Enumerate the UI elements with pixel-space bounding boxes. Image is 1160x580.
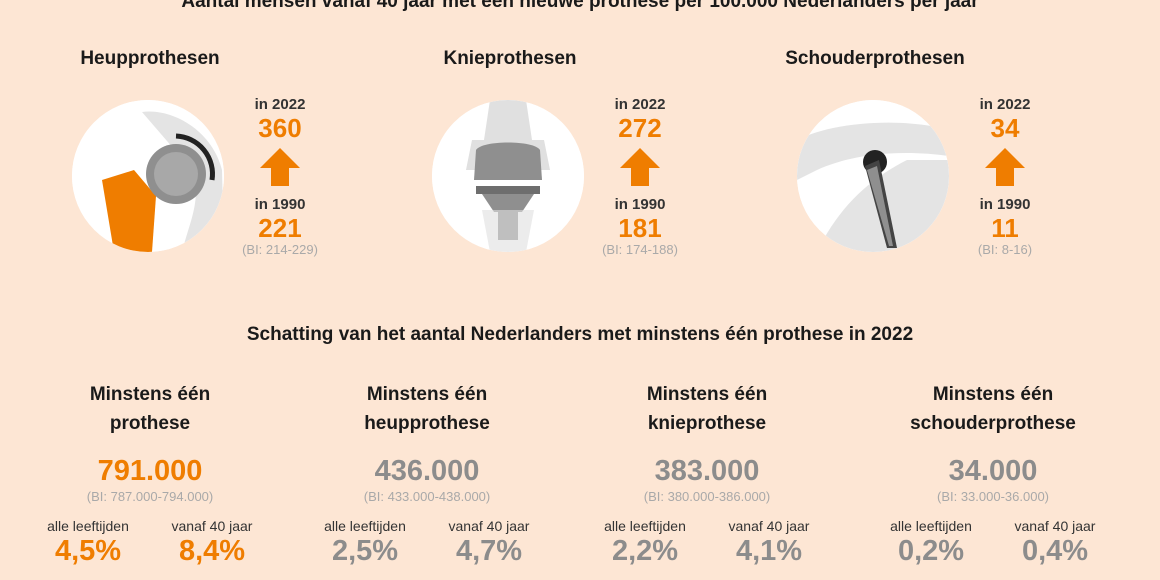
estimate-heading: Minstens één heupprothese — [307, 380, 547, 438]
pct-label: alle leeftijden — [604, 518, 686, 534]
estimate-knee: Minstens één knieprothese 383.000 (BI: 3… — [587, 380, 827, 577]
estimate-ci: (BI: 380.000-386.000) — [643, 489, 771, 504]
heading-line1: Minstens één — [89, 384, 211, 405]
year-old: in 1990 — [254, 196, 306, 213]
pct-value: 4,5% — [54, 535, 122, 567]
estimate-value: 436.000 — [374, 455, 480, 487]
estimate-heading: Minstens één schouderprothese — [873, 380, 1113, 438]
pct-label: vanaf 40 jaar — [171, 518, 253, 534]
pct-all-ages: alle leeftijden 0,2% — [871, 517, 991, 567]
pct-value: 2,5% — [331, 535, 399, 567]
pct-label: alle leeftijden — [324, 518, 406, 534]
pct-value: 0,2% — [897, 535, 965, 567]
value-old: 181 — [618, 213, 662, 243]
heading-line2: knieprothese — [647, 413, 767, 434]
heading-line1: Minstens één — [646, 384, 768, 405]
estimate-ci: (BI: 33.000-36.000) — [936, 489, 1050, 504]
estimate-any: Minstens één prothese 791.000 (BI: 787.0… — [30, 380, 270, 577]
pct-label: alle leeftijden — [890, 518, 972, 534]
pct-from-40: vanaf 40 jaar 0,4% — [995, 517, 1115, 567]
pct-all-ages: alle leeftijden 4,5% — [28, 517, 148, 567]
pct-label: vanaf 40 jaar — [1014, 518, 1096, 534]
confidence-interval: (BI: 214-229) — [242, 242, 318, 257]
year-old: in 1990 — [979, 196, 1031, 213]
hip-stats: in 2022 360 in 1990 221 (BI: 214-229) — [220, 96, 340, 258]
year-old: in 1990 — [614, 196, 666, 213]
pct-value: 4,1% — [735, 535, 803, 567]
pct-label: vanaf 40 jaar — [728, 518, 810, 534]
panel-title: Schouderprothesen — [785, 48, 965, 69]
hip-prosthesis-icon — [72, 100, 224, 252]
shoulder-stats: in 2022 34 in 1990 11 (BI: 8-16) — [945, 96, 1065, 258]
arrow-up-icon — [620, 148, 660, 186]
pct-value: 2,2% — [611, 535, 679, 567]
panel-title: Heupprothesen — [80, 48, 220, 69]
pct-from-40: vanaf 40 jaar 4,7% — [429, 517, 549, 567]
arrow-up-icon — [260, 148, 300, 186]
heading-line2: heupprothese — [364, 413, 490, 434]
estimate-ci: (BI: 433.000-438.000) — [363, 489, 491, 504]
year-recent: in 2022 — [254, 96, 306, 113]
heading-line1: Minstens één — [932, 384, 1054, 405]
value-old: 11 — [991, 213, 1019, 243]
estimate-ci: (BI: 787.000-794.000) — [86, 489, 214, 504]
estimate-shoulder: Minstens één schouderprothese 34.000 (BI… — [873, 380, 1113, 577]
panel-shoulder: Schouderprothesen in 2022 34 in 1990 11 … — [745, 44, 1125, 274]
estimate-value: 791.000 — [97, 455, 203, 487]
pct-value: 0,4% — [1021, 535, 1089, 567]
pct-all-ages: alle leeftijden 2,5% — [305, 517, 425, 567]
estimate-value: 34.000 — [948, 455, 1038, 487]
estimate-hip: Minstens één heupprothese 436.000 (BI: 4… — [307, 380, 547, 577]
pct-from-40: vanaf 40 jaar 4,1% — [709, 517, 829, 567]
pct-all-ages: alle leeftijden 2,2% — [585, 517, 705, 567]
heading-line2: prothese — [109, 413, 191, 434]
estimate-heading: Minstens één knieprothese — [587, 380, 827, 438]
estimate-value: 383.000 — [654, 455, 760, 487]
value-recent: 360 — [258, 113, 302, 143]
arrow-up-icon — [985, 148, 1025, 186]
pct-from-40: vanaf 40 jaar 8,4% — [152, 517, 272, 567]
pct-label: alle leeftijden — [47, 518, 129, 534]
value-old: 221 — [258, 213, 302, 243]
shoulder-prosthesis-icon — [797, 100, 949, 252]
panel-title: Knieprothesen — [443, 48, 577, 69]
value-recent: 34 — [990, 113, 1020, 143]
estimate-heading: Minstens één prothese — [30, 380, 270, 438]
confidence-interval: (BI: 174-188) — [602, 242, 678, 257]
year-recent: in 2022 — [979, 96, 1031, 113]
knee-stats: in 2022 272 in 1990 181 (BI: 174-188) — [580, 96, 700, 258]
value-recent: 272 — [618, 113, 662, 143]
pct-label: vanaf 40 jaar — [448, 518, 530, 534]
heading-line1: Minstens één — [366, 384, 488, 405]
page-title: Aantal mensen vanaf 40 jaar met een nieu… — [181, 0, 979, 12]
pct-value: 8,4% — [178, 535, 246, 567]
confidence-interval: (BI: 8-16) — [977, 242, 1033, 257]
heading-line2: schouderprothese — [910, 413, 1076, 434]
panel-knee: Knieprothesen in 2022 272 in 1990 181 (B… — [380, 44, 760, 274]
pct-value: 4,7% — [455, 535, 523, 567]
estimate-title: Schatting van het aantal Nederlanders me… — [246, 324, 914, 345]
year-recent: in 2022 — [614, 96, 666, 113]
knee-prosthesis-icon — [432, 100, 584, 252]
panel-hip: Heupprothesen in 2022 360 in 1990 221 (B… — [20, 44, 400, 274]
